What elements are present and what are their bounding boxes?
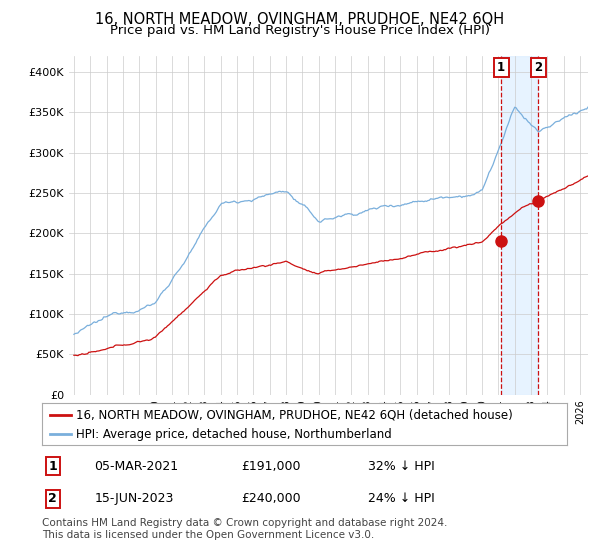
Text: Contains HM Land Registry data © Crown copyright and database right 2024.
This d: Contains HM Land Registry data © Crown c… — [42, 518, 448, 540]
Text: 2: 2 — [49, 492, 57, 505]
Text: HPI: Average price, detached house, Northumberland: HPI: Average price, detached house, Nort… — [76, 428, 392, 441]
Text: 16, NORTH MEADOW, OVINGHAM, PRUDHOE, NE42 6QH (detached house): 16, NORTH MEADOW, OVINGHAM, PRUDHOE, NE4… — [76, 408, 513, 422]
Text: £240,000: £240,000 — [241, 492, 301, 505]
Bar — [501, 56, 538, 395]
Text: 16, NORTH MEADOW, OVINGHAM, PRUDHOE, NE42 6QH: 16, NORTH MEADOW, OVINGHAM, PRUDHOE, NE4… — [95, 12, 505, 27]
Text: 15-JUN-2023: 15-JUN-2023 — [95, 492, 174, 505]
Text: 32% ↓ HPI: 32% ↓ HPI — [367, 460, 434, 473]
Text: 2: 2 — [535, 61, 542, 74]
Text: 05-MAR-2021: 05-MAR-2021 — [95, 460, 179, 473]
Text: 1: 1 — [497, 61, 505, 74]
Text: 1: 1 — [49, 460, 57, 473]
Text: Price paid vs. HM Land Registry's House Price Index (HPI): Price paid vs. HM Land Registry's House … — [110, 24, 490, 37]
Text: 24% ↓ HPI: 24% ↓ HPI — [367, 492, 434, 505]
Text: £191,000: £191,000 — [241, 460, 301, 473]
